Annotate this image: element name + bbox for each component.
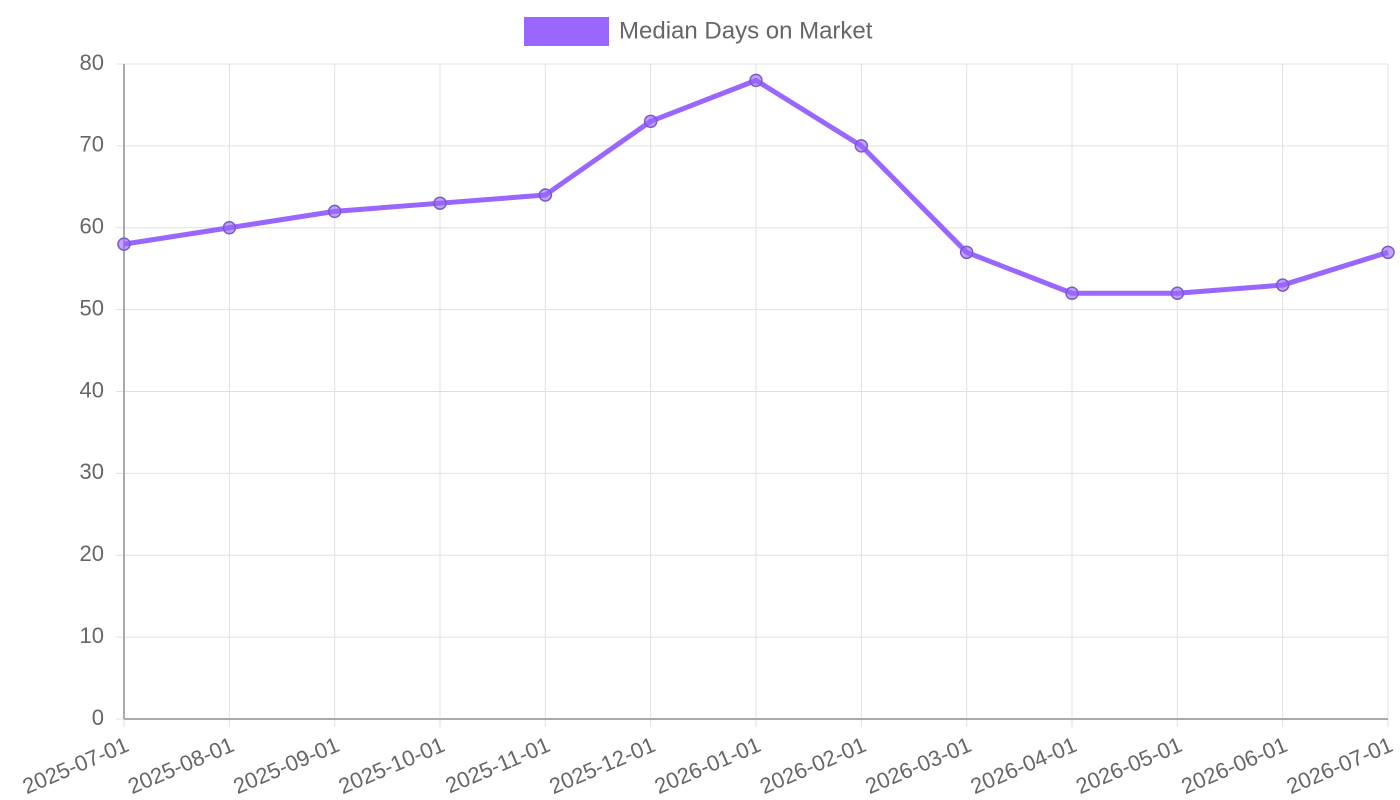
y-tick-label: 0 — [92, 705, 104, 730]
y-tick-label: 50 — [80, 295, 104, 320]
y-tick-label: 60 — [80, 214, 104, 239]
y-tick-label: 40 — [80, 377, 104, 402]
data-point — [538, 188, 553, 202]
x-tick-label: 2025-12-01 — [546, 732, 659, 799]
x-tick-label: 2025-07-01 — [19, 732, 132, 799]
data-point — [1275, 278, 1290, 292]
x-tick-label: 2026-06-01 — [1178, 732, 1291, 799]
data-point — [117, 237, 131, 251]
x-tick-label: 2026-03-01 — [862, 732, 975, 799]
y-tick-label: 10 — [80, 623, 104, 648]
y-tick-label: 30 — [80, 459, 104, 484]
y-tick-label: 20 — [80, 541, 104, 566]
data-point — [1065, 286, 1079, 300]
data-point — [327, 204, 342, 219]
y-tick-label: 80 — [80, 50, 104, 75]
data-point — [433, 196, 447, 210]
data-point — [959, 245, 974, 260]
data-point — [1170, 286, 1185, 300]
y-tick-label: 70 — [80, 132, 104, 157]
x-tick-label: 2026-05-01 — [1072, 732, 1185, 799]
legend-swatch — [524, 17, 609, 46]
x-tick-label: 2025-10-01 — [335, 732, 448, 799]
x-tick-label: 2025-08-01 — [124, 732, 237, 799]
x-tick-label: 2026-02-01 — [756, 732, 869, 799]
data-point — [222, 221, 237, 235]
x-tick-label: 2025-09-01 — [230, 732, 343, 799]
x-tick-label: 2026-01-01 — [651, 732, 764, 799]
data-point — [643, 114, 658, 129]
x-tick-label: 2025-11-01 — [442, 732, 554, 798]
x-tick-label: 2026-04-01 — [967, 732, 1080, 799]
data-point — [854, 139, 869, 153]
data-point — [749, 73, 763, 88]
legend-label: Median Days on Market — [619, 17, 873, 44]
x-tick-label: 2026-07-01 — [1283, 732, 1396, 799]
data-point — [1381, 245, 1395, 260]
